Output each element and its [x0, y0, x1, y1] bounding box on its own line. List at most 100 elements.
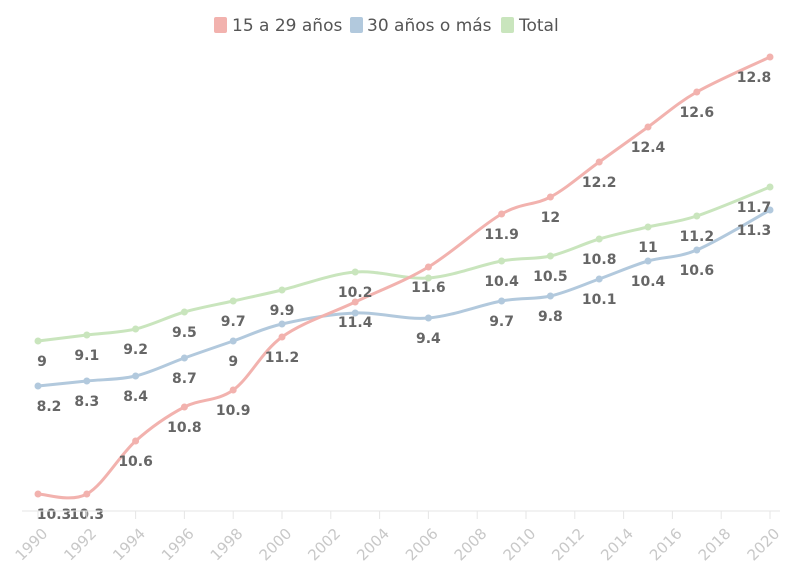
x-tick-label: 2006: [402, 525, 442, 565]
data-point[interactable]: [693, 88, 701, 96]
legend-swatch[interactable]: [350, 17, 363, 33]
data-label: 11.2: [680, 229, 715, 245]
x-tick-label: 2012: [548, 525, 588, 565]
data-point[interactable]: [132, 437, 140, 445]
data-point[interactable]: [766, 206, 774, 214]
data-point[interactable]: [229, 337, 237, 345]
data-label: 12.8: [737, 70, 772, 86]
x-tick-label: 2008: [451, 525, 491, 565]
x-tick-label: 1996: [158, 525, 198, 565]
legend-swatch[interactable]: [214, 17, 227, 33]
data-point[interactable]: [34, 337, 42, 345]
data-point[interactable]: [132, 325, 140, 333]
data-point[interactable]: [278, 286, 286, 294]
x-tick-label: 1994: [109, 525, 149, 565]
data-point[interactable]: [693, 212, 701, 220]
data-label: 12: [541, 210, 560, 226]
data-label: 9: [228, 354, 238, 370]
legend-label[interactable]: 30 años o más: [367, 16, 492, 36]
data-label: 9.4: [416, 331, 441, 347]
data-point[interactable]: [498, 257, 506, 265]
data-point[interactable]: [229, 386, 237, 394]
legend: 15 a 29 años 30 años o más Total: [214, 16, 559, 36]
data-label: 10.9: [216, 403, 251, 419]
x-tick-label: 2000: [256, 525, 296, 565]
data-label: 10.3: [37, 507, 72, 523]
data-label: 11.4: [338, 315, 373, 331]
x-axis: 1990 1992 1994 1996 1998 2000 2002 2004 2006 2008…: [12, 510, 784, 565]
x-tick-label: 2002: [304, 525, 344, 565]
data-label: 10.6: [680, 263, 715, 279]
data-point[interactable]: [644, 223, 652, 231]
data-label: 11.3: [737, 223, 772, 239]
x-tick-label: 2020: [744, 525, 784, 565]
data-point[interactable]: [644, 123, 652, 131]
data-point[interactable]: [644, 257, 652, 265]
data-label: 12.4: [631, 140, 666, 156]
data-label: 9.7: [221, 314, 246, 330]
data-point[interactable]: [424, 314, 432, 322]
data-point[interactable]: [546, 292, 554, 300]
data-point[interactable]: [424, 263, 432, 271]
x-tick-label: 1998: [207, 525, 247, 565]
x-tick-label: 2010: [500, 525, 540, 565]
series-line-2: [36, 208, 772, 388]
data-label: 10.4: [484, 274, 519, 290]
data-point[interactable]: [498, 210, 506, 218]
data-label: 9.8: [538, 309, 563, 325]
data-point[interactable]: [351, 268, 359, 276]
data-point[interactable]: [546, 193, 554, 201]
legend-label[interactable]: 15 a 29 años: [232, 16, 342, 36]
data-point[interactable]: [595, 275, 603, 283]
x-tick-label: 1992: [60, 525, 100, 565]
data-point[interactable]: [83, 490, 91, 498]
data-point[interactable]: [693, 246, 701, 254]
data-label: 10.4: [631, 274, 666, 290]
data-point[interactable]: [278, 333, 286, 341]
data-label: 8.2: [37, 399, 62, 415]
data-label: 11.9: [484, 227, 519, 243]
data-label: 11.2: [265, 350, 300, 366]
data-point[interactable]: [351, 309, 359, 317]
data-point[interactable]: [83, 377, 91, 385]
data-label: 9.5: [172, 325, 197, 341]
series-points: [34, 53, 774, 498]
x-tick-label: 2018: [695, 525, 735, 565]
data-label: 11.7: [737, 200, 772, 216]
data-point[interactable]: [498, 297, 506, 305]
data-label: 9.7: [489, 314, 514, 330]
data-label: 10.1: [582, 292, 617, 308]
data-point[interactable]: [424, 274, 432, 282]
data-labels: 10.310.310.610.810.911.211.411.611.91212…: [37, 70, 772, 523]
x-tick-label: 2004: [353, 525, 393, 565]
data-label: 10.5: [533, 269, 568, 285]
data-point[interactable]: [278, 320, 286, 328]
data-point[interactable]: [34, 490, 42, 498]
data-point[interactable]: [132, 372, 140, 380]
legend-label[interactable]: Total: [518, 16, 559, 36]
data-label: 8.3: [74, 394, 99, 410]
legend-swatch[interactable]: [501, 17, 514, 33]
data-point[interactable]: [351, 298, 359, 306]
data-label: 12.6: [680, 105, 715, 121]
data-label: 9.2: [123, 342, 148, 358]
data-point[interactable]: [595, 158, 603, 166]
data-point[interactable]: [83, 331, 91, 339]
data-label: 10.8: [582, 252, 617, 268]
data-label: 8.7: [172, 371, 197, 387]
data-label: 11: [638, 240, 657, 256]
x-tick-label: 2014: [597, 525, 637, 565]
data-point[interactable]: [34, 382, 42, 390]
data-point[interactable]: [595, 235, 603, 243]
data-point[interactable]: [766, 183, 774, 191]
data-point[interactable]: [180, 354, 188, 362]
data-label: 10.6: [118, 454, 153, 470]
data-point[interactable]: [229, 297, 237, 305]
data-point[interactable]: [546, 252, 554, 260]
data-label: 9.9: [270, 303, 295, 319]
data-point[interactable]: [180, 308, 188, 316]
data-point[interactable]: [180, 403, 188, 411]
data-point[interactable]: [766, 53, 774, 61]
